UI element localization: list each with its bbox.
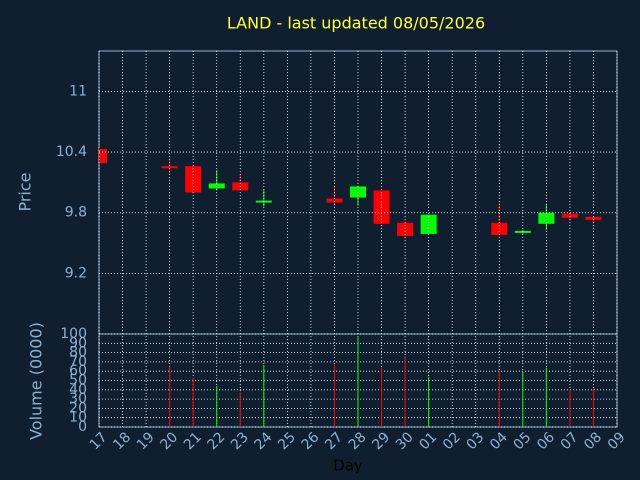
x-tick-label: 19 [134,429,158,453]
candle-body [585,216,602,220]
y-tick-label: 9.8 [65,205,87,221]
volume-tick-label: 80 [69,345,87,361]
x-tick-label: 24 [252,429,276,453]
volume-tick-label: 10 [69,410,87,426]
volume-tick-label: 20 [69,400,87,416]
volume-tick-label: 70 [69,354,87,370]
x-tick-label: 09 [605,429,629,453]
candle-body [99,149,107,164]
volume-tick-label: 0 [78,419,87,435]
y-tick-label: 11 [69,83,87,99]
candle-body [185,166,202,193]
candle-body [208,183,225,189]
candle-body [350,186,366,198]
candle-body [561,213,578,218]
x-tick-label: 21 [181,429,205,453]
x-tick-label: 20 [157,429,181,453]
candle-body [538,212,555,224]
volume-tick-label: 30 [69,391,87,407]
x-tick-label: 26 [299,429,323,453]
x-tick-label: 01 [416,429,440,453]
volume-tick-label: 60 [69,363,87,379]
x-tick-label: 17 [87,429,111,453]
x-tick-label: 22 [204,429,228,453]
x-tick-label: 08 [581,429,605,453]
candle-body [161,166,178,169]
x-tick-label: 29 [369,429,393,453]
x-tick-label: 05 [511,429,535,453]
y-tick-label: 10.4 [56,144,87,160]
y-axis-label: Price [16,172,35,211]
x-tick-label: 03 [463,429,487,453]
x-axis-label: Day [333,457,363,475]
x-tick-label: 30 [393,429,417,453]
x-tick-label: 06 [534,429,558,453]
volume-axis-label: Volume (0000) [27,322,46,440]
x-tick-label: 07 [558,429,582,453]
candle-body [326,198,343,203]
x-tick-label: 25 [275,429,299,453]
volume-tick-label: 90 [69,335,87,351]
x-tick-label: 18 [110,429,134,453]
x-tick-label: 28 [346,429,370,453]
x-tick-label: 23 [228,429,252,453]
chart-title: LAND - last updated 08/05/2026 [227,14,485,33]
x-tick-label: 04 [487,429,511,453]
candle-body [420,214,437,234]
x-tick-label: 02 [440,429,464,453]
volume-tick-label: 50 [69,373,87,389]
price-plot [99,147,602,239]
volume-tick-label: 40 [69,382,87,398]
y-tick-label: 9.2 [65,265,87,281]
volume-tick-label: 100 [60,326,87,342]
candle-body [397,222,414,236]
x-tick-label: 27 [322,429,346,453]
